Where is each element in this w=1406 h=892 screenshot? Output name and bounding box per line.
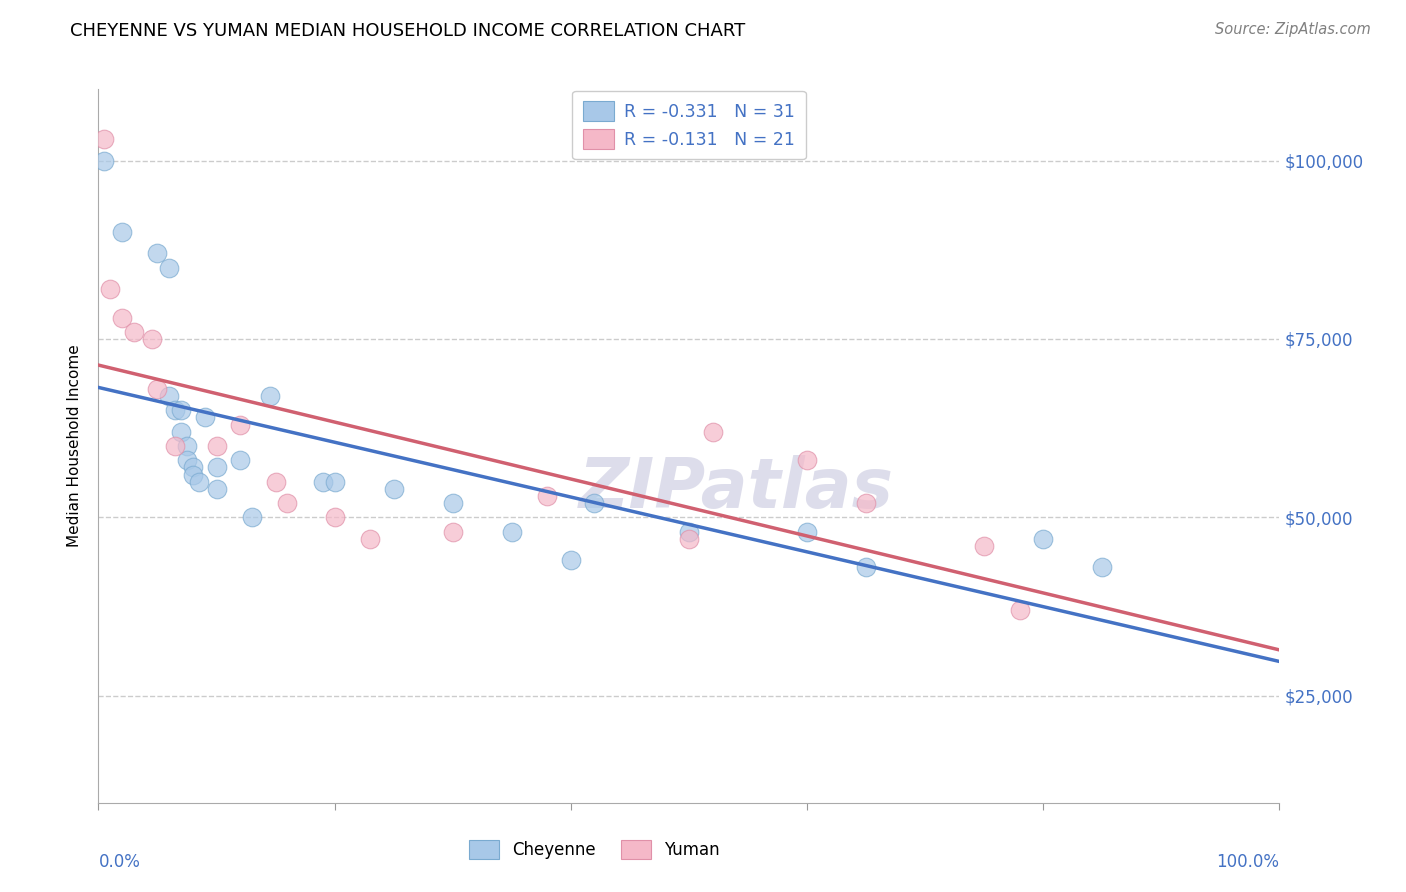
Point: [678, 524, 700, 539]
Point: [165, 439, 187, 453]
Point: [312, 475, 335, 489]
Point: [93, 153, 115, 168]
Point: [176, 453, 198, 467]
Point: [229, 453, 252, 467]
Point: [796, 524, 818, 539]
Legend: Cheyenne, Yuman: Cheyenne, Yuman: [463, 833, 727, 866]
Text: ZIPatlas: ZIPatlas: [579, 455, 894, 523]
Point: [560, 553, 582, 567]
Text: 100.0%: 100.0%: [1216, 853, 1279, 871]
Point: [181, 460, 204, 475]
Point: [181, 467, 204, 482]
Point: [170, 403, 193, 417]
Point: [359, 532, 381, 546]
Text: 0.0%: 0.0%: [98, 853, 141, 871]
Point: [141, 332, 163, 346]
Point: [111, 310, 134, 325]
Point: [157, 389, 180, 403]
Point: [1008, 603, 1031, 617]
Point: [229, 417, 252, 432]
Point: [264, 475, 287, 489]
Point: [176, 439, 198, 453]
Point: [205, 482, 228, 496]
Point: [170, 425, 193, 439]
Point: [323, 510, 346, 524]
Point: [111, 225, 134, 239]
Point: [157, 260, 180, 275]
Point: [855, 560, 877, 574]
Point: [1032, 532, 1054, 546]
Point: [187, 475, 209, 489]
Point: [194, 410, 217, 425]
Point: [165, 403, 187, 417]
Text: CHEYENNE VS YUMAN MEDIAN HOUSEHOLD INCOME CORRELATION CHART: CHEYENNE VS YUMAN MEDIAN HOUSEHOLD INCOM…: [70, 22, 745, 40]
Point: [855, 496, 877, 510]
Point: [93, 132, 115, 146]
Point: [501, 524, 523, 539]
Point: [276, 496, 298, 510]
Point: [796, 453, 818, 467]
Point: [146, 246, 169, 260]
Y-axis label: Median Household Income: Median Household Income: [67, 344, 83, 548]
Point: [973, 539, 995, 553]
Point: [1091, 560, 1114, 574]
Point: [205, 460, 228, 475]
Text: Source: ZipAtlas.com: Source: ZipAtlas.com: [1215, 22, 1371, 37]
Point: [441, 524, 464, 539]
Point: [146, 382, 169, 396]
Point: [259, 389, 281, 403]
Point: [240, 510, 263, 524]
Point: [536, 489, 558, 503]
Point: [205, 439, 228, 453]
Point: [583, 496, 606, 510]
Point: [702, 425, 724, 439]
Point: [678, 532, 700, 546]
Point: [98, 282, 121, 296]
Point: [382, 482, 405, 496]
Point: [122, 325, 145, 339]
Point: [323, 475, 346, 489]
Point: [441, 496, 464, 510]
